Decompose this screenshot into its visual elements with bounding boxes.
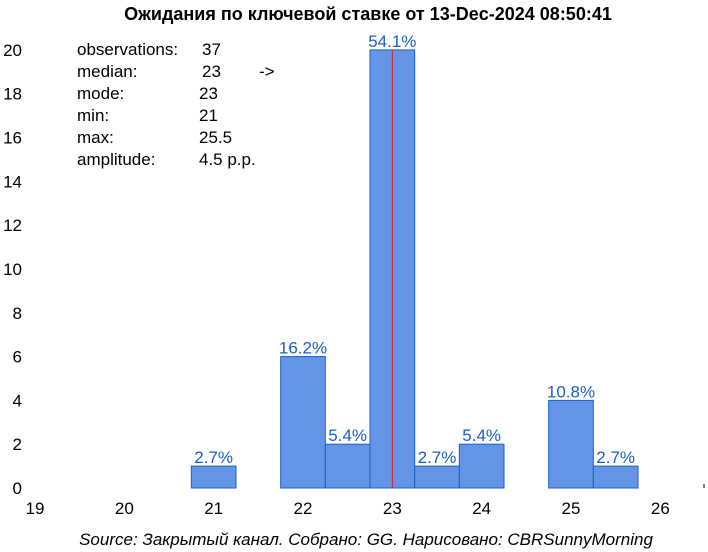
y-tick-label: 10	[3, 260, 22, 279]
x-tick-label: 23	[383, 499, 402, 518]
source-caption: Source: Закрытый канал. Собрано: GG. Нар…	[79, 530, 653, 549]
bar-percent-label: 10.8%	[547, 382, 595, 401]
stat-label: mode:	[77, 84, 124, 103]
x-tick-label: 25	[562, 499, 581, 518]
x-tick-label: 19	[26, 499, 45, 518]
x-tick-label: 20	[115, 499, 134, 518]
y-axis: 0 2 4 6 8 10 12 14 16 18 20	[3, 41, 22, 498]
stat-value: 25.5	[199, 128, 232, 147]
histogram-bar	[592, 465, 639, 489]
bar-percent-label: 16.2%	[279, 339, 327, 358]
histogram-bar	[458, 443, 505, 489]
median-arrow: ->	[259, 62, 275, 81]
x-tick-label: 22	[294, 499, 313, 518]
bar-percent-label: 54.1%	[368, 32, 416, 51]
stat-label: min:	[77, 106, 109, 125]
x-tick-label: 21	[204, 499, 223, 518]
y-tick-label: 2	[13, 435, 22, 454]
bar-percent-label: 5.4%	[462, 426, 501, 445]
bar-percent-label: 2.7%	[194, 448, 233, 467]
stat-value: 21	[199, 106, 218, 125]
bars-group	[190, 49, 639, 489]
histogram-bar	[280, 356, 326, 489]
histogram-bar	[324, 443, 371, 489]
histogram-bar	[190, 465, 237, 489]
y-tick-label: 18	[3, 85, 22, 104]
bar-percent-label: 5.4%	[328, 426, 367, 445]
x-tick-label: 24	[472, 499, 491, 518]
x-axis: 19 20 21 22 23 24 25 26	[26, 484, 705, 518]
y-tick-label: 4	[13, 391, 22, 410]
histogram-bar	[414, 465, 460, 489]
stat-value: 4.5 p.p.	[199, 150, 256, 169]
y-tick-label: 6	[13, 348, 22, 367]
stat-label: amplitude:	[77, 150, 155, 169]
stat-value: 23	[202, 62, 221, 81]
bar-percent-label: 2.7%	[418, 448, 457, 467]
histogram-bar	[548, 399, 594, 489]
stat-label: median:	[77, 62, 137, 81]
y-tick-label: 0	[13, 479, 22, 498]
stat-label: observations:	[77, 40, 178, 59]
y-tick-label: 16	[3, 129, 22, 148]
y-tick-label: 20	[3, 41, 22, 60]
y-tick-label: 14	[3, 172, 22, 191]
bar-percent-label: 2.7%	[596, 448, 635, 467]
y-tick-label: 12	[3, 216, 22, 235]
stat-value: 23	[199, 84, 218, 103]
x-tick-label: 26	[651, 499, 670, 518]
stats-box: observations: 37 median: 23 -> mode: 23 min: 21 m…	[77, 40, 275, 169]
y-tick-label: 8	[13, 304, 22, 323]
stat-label: max:	[77, 128, 114, 147]
stat-value: 37	[202, 40, 221, 59]
chart-title: Ожидания по ключевой ставке от 13-Dec-20…	[124, 4, 612, 24]
bar-labels-group: 2.7% 16.2% 5.4% 54.1% 2.7% 5.4% 10.8% 2.7%	[194, 32, 635, 467]
